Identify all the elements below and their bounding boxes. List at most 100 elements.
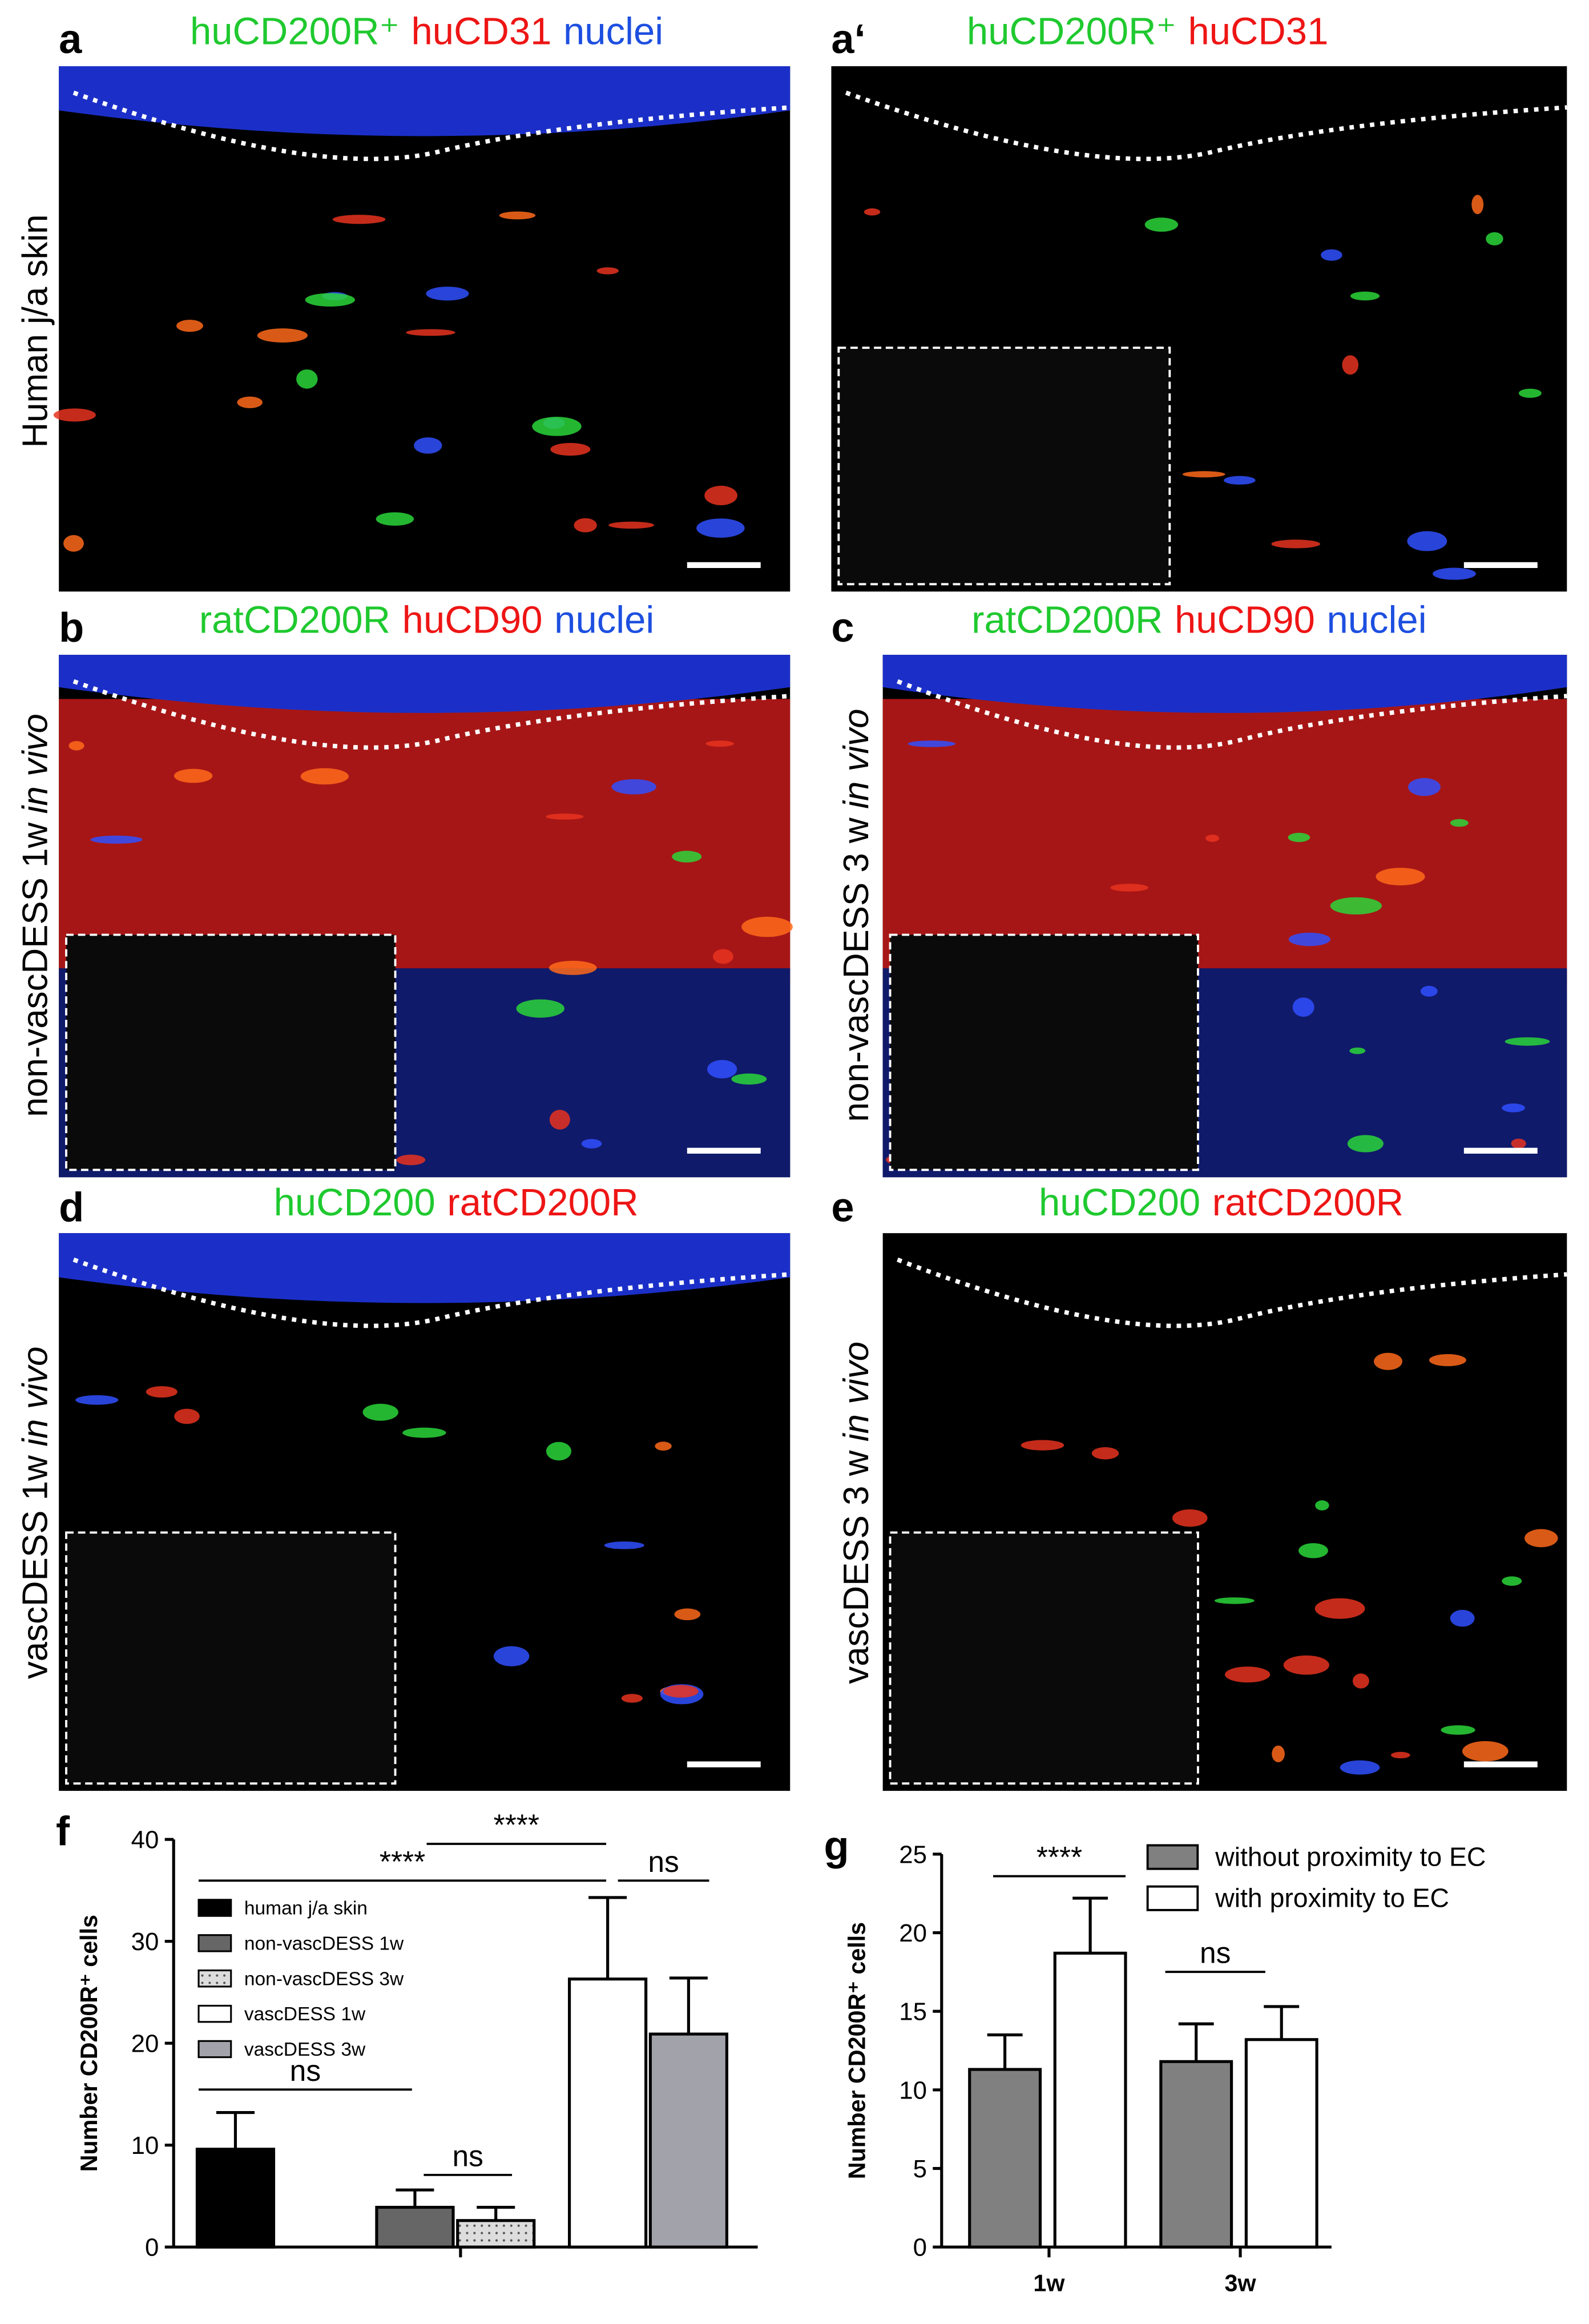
y-tick-label: 10 [899,2076,927,2104]
inset [65,1531,397,1785]
signal [864,208,881,216]
panel-title: ratCD200R huCD90 nuclei [199,598,654,641]
signal [731,1073,767,1085]
legend-swatch [197,2040,232,2059]
title-part: huCD90 [402,598,543,641]
signal [1172,1509,1208,1527]
signal [1110,884,1149,892]
title-part: huCD31 [412,10,552,53]
legend-swatch [197,1899,232,1917]
y-tick-label: 10 [131,2132,159,2160]
legend-swatch [1146,1885,1199,1911]
signal [1518,388,1542,398]
side-label-part: in vivo [16,714,55,813]
signal [68,741,84,751]
signal [90,835,143,844]
dotted-border [72,1257,791,1328]
signal [1408,778,1441,796]
legend-label: human j/a skin [244,1898,368,1919]
signal [257,328,308,343]
signal [300,768,349,785]
signal [1292,997,1314,1017]
panel-label: a [59,17,82,62]
side-label-part: non-vascDESS 3 w [837,817,876,1122]
signal [174,768,213,783]
dotted-border [897,1257,1567,1328]
y-tick-label: 0 [145,2234,159,2262]
legend-swatch [1146,1844,1199,1870]
signal [174,1408,200,1424]
side-label-part: in vivo [16,1347,55,1447]
panel-label: e [831,1185,854,1231]
bar [968,2068,1042,2249]
panel-label: b [59,605,84,651]
y-tick-label: 5 [913,2155,927,2183]
title-part: ratCD200R [971,598,1163,641]
signal [1214,1597,1255,1604]
legend-label: with proximity to EC [1215,1883,1449,1913]
signal [1429,1354,1466,1367]
signal [1352,1673,1369,1689]
signal [1283,1655,1329,1675]
signal [696,518,745,538]
side-label-part: in vivo [837,1342,876,1441]
side-label-part: Human j/a skin [16,214,55,448]
signal [1433,567,1476,580]
signal [376,512,414,526]
micrograph [59,66,791,592]
signal [396,1154,426,1166]
signal [362,1403,398,1421]
legend-swatch [197,1934,232,1952]
significance-label: ns [453,2139,483,2172]
signal [1342,355,1359,375]
signal [1224,476,1256,485]
signal [546,813,584,820]
signal [176,320,203,332]
inset [889,933,1199,1171]
signal [1272,1745,1285,1762]
y-tick-label: 40 [131,1826,159,1854]
signal [1376,868,1425,885]
side-label-part: in vivo [837,708,876,808]
panel-title: huCD200R⁺ huCD31 nuclei [190,10,663,53]
title-part: nuclei [563,10,663,53]
signal [1502,1103,1525,1113]
signal [146,1386,178,1398]
signal [1462,1741,1509,1762]
signal [608,521,654,529]
signal [516,999,564,1018]
signal [705,740,734,747]
title-part: huCD90 [1175,598,1315,641]
signal [707,1060,737,1079]
significance-label: **** [494,1808,539,1841]
signal [1349,1047,1366,1054]
panel-title: huCD200R⁺ huCD31 [967,10,1328,53]
y-axis-label: Number CD200R⁺ cells [76,1915,102,2172]
dotted-border [845,90,1567,162]
legend-swatch [197,2004,232,2023]
dotted-border [72,90,791,162]
signal [63,535,84,552]
signal [532,417,582,436]
title-part: huCD200R⁺ [967,10,1176,53]
bar [648,2032,729,2249]
signal [1321,249,1342,261]
bar [1053,1951,1127,2249]
bar [195,2148,276,2249]
y-tick-label: 25 [899,1840,927,1868]
signal [1340,1760,1380,1775]
significance-label: ns [1200,1936,1231,1969]
signal [402,1427,446,1438]
signal [1021,1440,1064,1451]
signal [1315,1500,1329,1511]
epidermis [59,66,791,136]
signal [1330,897,1382,915]
signal [1441,1725,1475,1735]
significance-label: ns [648,1845,679,1878]
significance-label: **** [1037,1840,1082,1874]
signal [1347,1135,1384,1153]
title-part: ratCD200R [447,1181,638,1224]
signal [1271,539,1321,549]
significance-label: ns [290,2054,321,2087]
signal [1225,1666,1271,1683]
